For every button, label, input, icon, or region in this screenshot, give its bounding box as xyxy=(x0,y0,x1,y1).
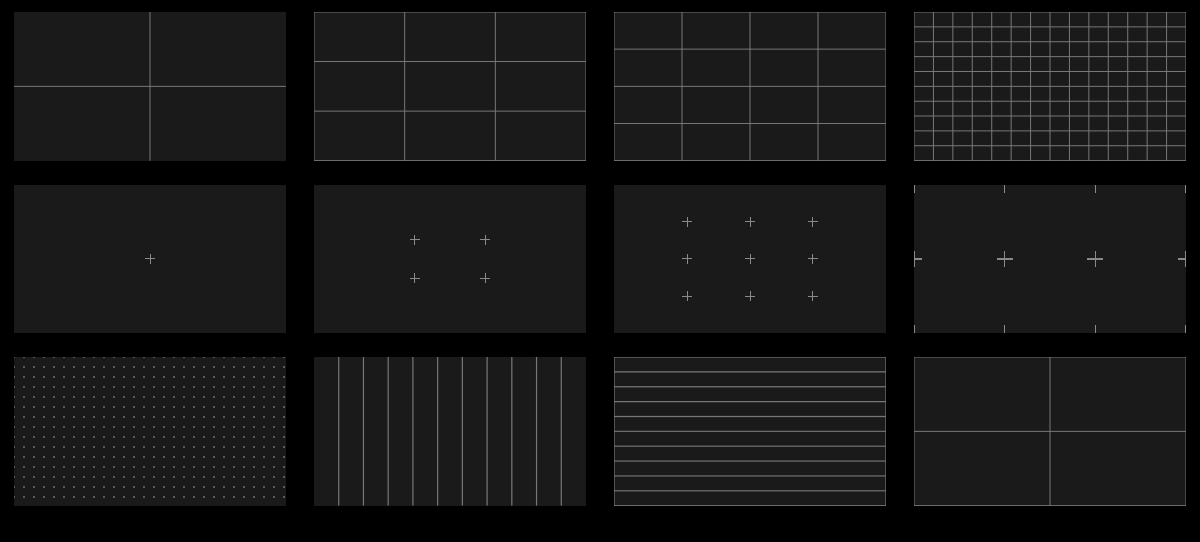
overlay-gallery xyxy=(0,0,1200,518)
overlay-cross-edge-grid xyxy=(914,185,1186,334)
overlay-grid-2x2-border xyxy=(914,357,1186,506)
overlay-grid-2x2 xyxy=(14,12,286,161)
overlay-dots xyxy=(14,357,286,506)
overlay-v-stripes xyxy=(314,357,586,506)
overlay-grid-dense-border xyxy=(914,12,1186,161)
overlay-cross-4 xyxy=(314,185,586,334)
overlay-cross-1 xyxy=(14,185,286,334)
overlay-h-stripes xyxy=(614,357,886,506)
overlay-grid-3x3-border xyxy=(314,12,586,161)
overlay-cross-9 xyxy=(614,185,886,334)
overlay-grid-4x4-border xyxy=(614,12,886,161)
